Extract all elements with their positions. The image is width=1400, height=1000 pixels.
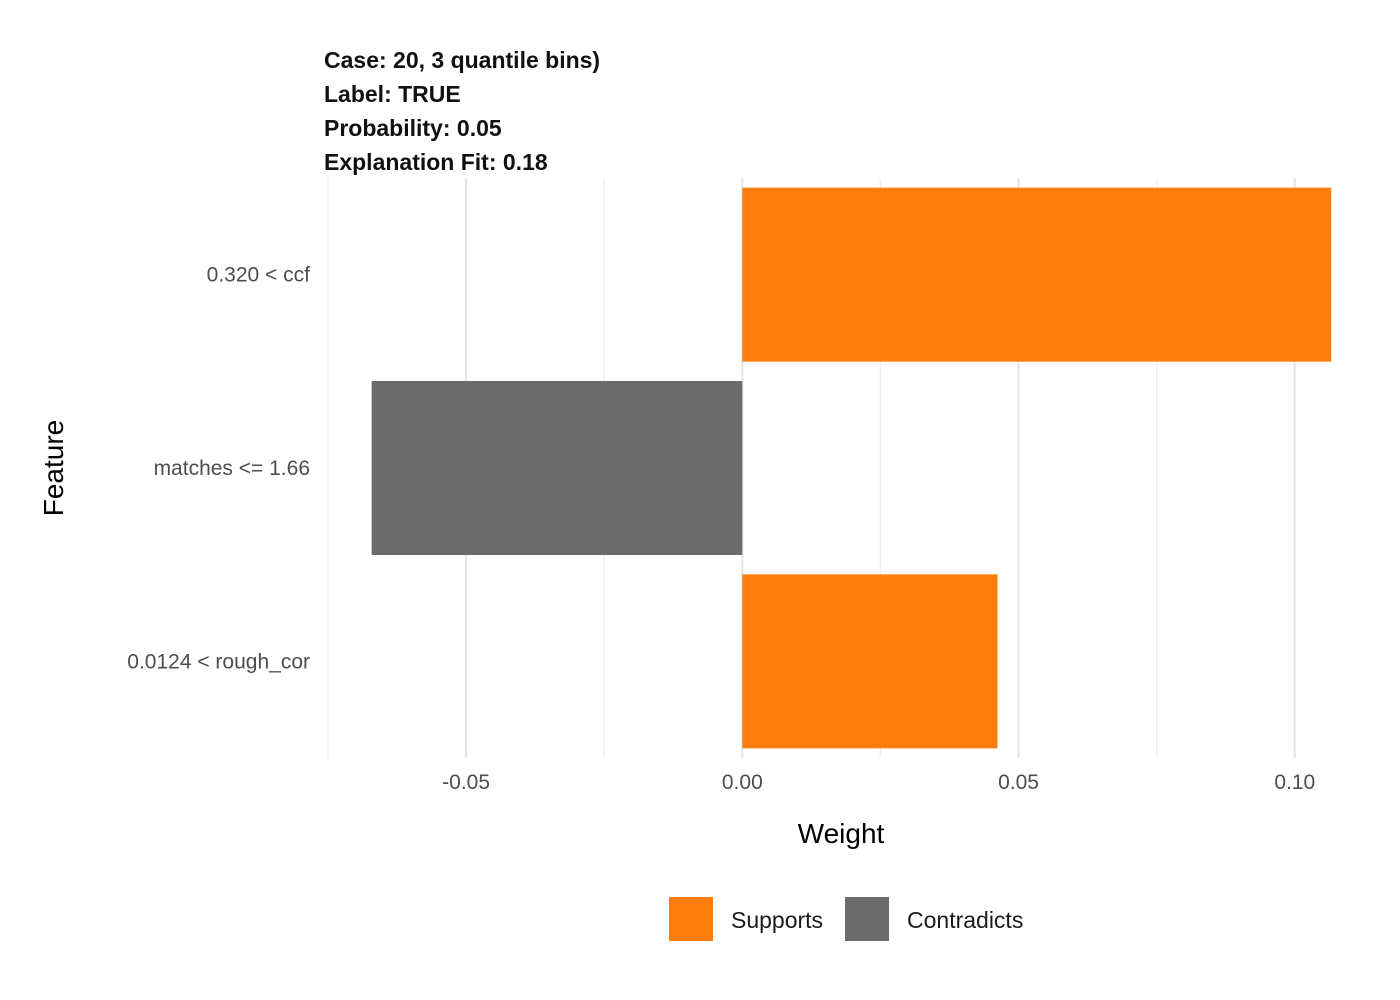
y-axis-title: Feature [38,420,69,517]
bar-3 [742,574,998,749]
x-tick-label: 0.00 [722,771,763,794]
title-line-explanation-fit: Explanation Fit: 0.18 [324,149,548,175]
bar-1 [742,187,1332,362]
legend-label-supports: Supports [731,907,823,933]
bar-2 [371,381,743,555]
title-line-case: Case: 20, 3 quantile bins) [324,47,600,73]
legend-key-supports [669,897,713,941]
title-line-probability: Probability: 0.05 [324,115,502,141]
title-line-label: Label: TRUE [324,81,461,107]
x-tick-label: -0.05 [442,771,490,794]
x-tick-label: 0.10 [1274,771,1315,794]
legend-key-contradicts [845,897,889,941]
x-axis-title: Weight [798,818,885,849]
bars [371,187,1332,749]
y-tick-label: 0.320 < ccf [207,264,310,287]
y-tick-label: 0.0124 < rough_cor [127,650,310,673]
y-axis-tick-labels: 0.320 < ccf matches <= 1.66 0.0124 < rough… [127,264,310,674]
chart-title: Case: 20, 3 quantile bins) Label: TRUE P… [324,47,600,175]
x-axis-tick-labels: -0.05 0.00 0.05 0.10 [442,771,1315,794]
x-tick-label: 0.05 [998,771,1039,794]
y-tick-label: matches <= 1.66 [154,457,310,480]
legend: Supports Contradicts [669,897,1023,941]
legend-label-contradicts: Contradicts [907,907,1023,933]
